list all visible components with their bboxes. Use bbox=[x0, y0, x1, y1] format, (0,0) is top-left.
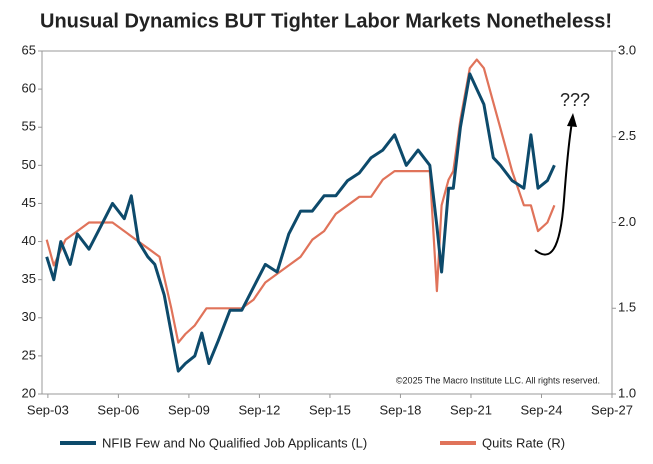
y-tick-label: 20 bbox=[22, 385, 36, 400]
x-tick-label: Sep-21 bbox=[450, 402, 492, 417]
copyright: ©2025 The Macro Institute LLC. All right… bbox=[396, 375, 600, 385]
chart-title: Unusual Dynamics BUT Tighter Labor Marke… bbox=[40, 10, 612, 32]
x-tick-label: Sep-24 bbox=[521, 402, 563, 417]
y-tick-label: 60 bbox=[22, 81, 36, 96]
x-tick-label: Sep-06 bbox=[97, 402, 139, 417]
y2-tick-label: 1.5 bbox=[618, 300, 636, 315]
legend-label: NFIB Few and No Qualified Job Applicants… bbox=[102, 435, 367, 450]
series-line bbox=[45, 72, 556, 373]
annotation: ??? bbox=[560, 90, 590, 110]
arrow-head bbox=[567, 113, 577, 127]
y-tick-label: 40 bbox=[22, 233, 36, 248]
y2-tick-label: 3.0 bbox=[618, 42, 636, 57]
x-tick-label: Sep-18 bbox=[379, 402, 421, 417]
x-tick-label: Sep-27 bbox=[591, 402, 633, 417]
y-tick-label: 65 bbox=[22, 42, 36, 57]
y-tick-label: 25 bbox=[22, 347, 36, 362]
y-tick-label: 55 bbox=[22, 119, 36, 134]
x-tick-label: Sep-12 bbox=[238, 402, 280, 417]
y-tick-label: 30 bbox=[22, 309, 36, 324]
legend-label: Quits Rate (R) bbox=[482, 435, 565, 450]
arrow bbox=[534, 121, 573, 256]
y2-tick-label: 1.0 bbox=[618, 385, 636, 400]
x-tick-label: Sep-03 bbox=[27, 402, 69, 417]
plot-frame bbox=[41, 50, 613, 395]
y-tick-label: 50 bbox=[22, 157, 36, 172]
y2-tick-label: 2.5 bbox=[618, 128, 636, 143]
x-tick-label: Sep-09 bbox=[168, 402, 210, 417]
series-line bbox=[45, 58, 556, 344]
y2-tick-label: 2.0 bbox=[618, 214, 636, 229]
x-tick-label: Sep-15 bbox=[309, 402, 351, 417]
y-tick-label: 35 bbox=[22, 271, 36, 286]
y-tick-label: 45 bbox=[22, 195, 36, 210]
